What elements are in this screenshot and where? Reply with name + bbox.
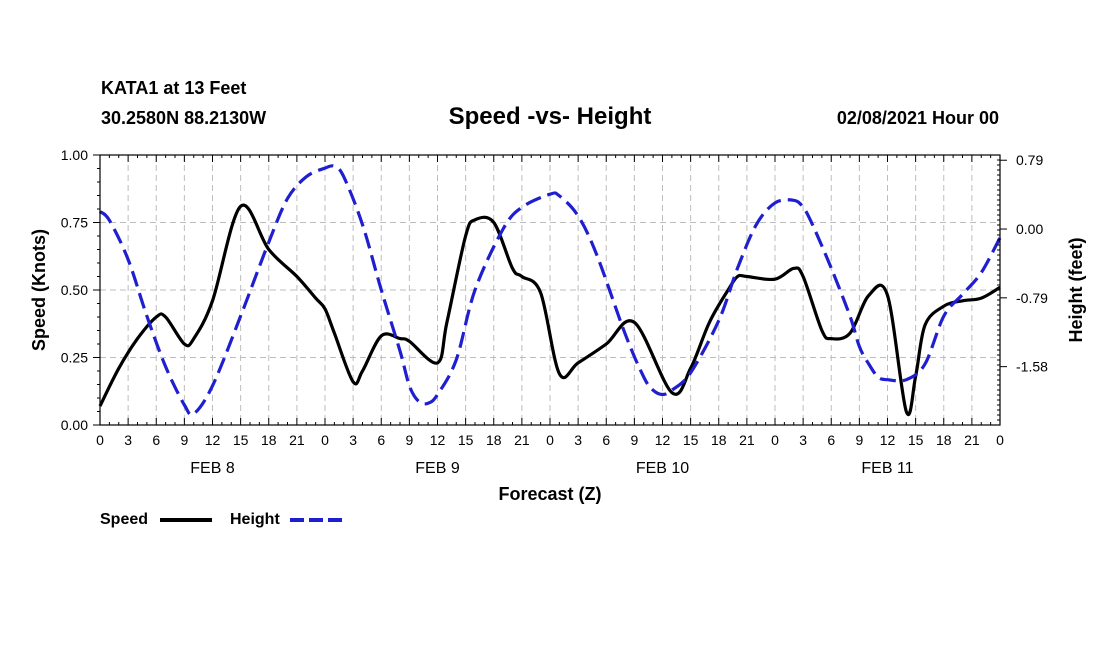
x-tick-label: 6 bbox=[152, 432, 160, 448]
y2-tick-label: -0.79 bbox=[1016, 290, 1048, 306]
x-tick-label: 12 bbox=[205, 432, 221, 448]
x-tick-label: 0 bbox=[321, 432, 329, 448]
series-layer bbox=[98, 164, 1002, 417]
x-tick-label: 12 bbox=[655, 432, 671, 448]
grid bbox=[100, 155, 1000, 425]
series-line-speed bbox=[98, 203, 1001, 417]
station-label: KATA1 at 13 Feet bbox=[101, 78, 246, 98]
y-tick-label: 0.25 bbox=[61, 350, 88, 366]
day-label: FEB 11 bbox=[861, 460, 913, 477]
y-tick-label: 0.50 bbox=[61, 282, 88, 298]
x-tick-label: 3 bbox=[574, 432, 582, 448]
x-tick-label: 9 bbox=[855, 432, 863, 448]
datetime-label: 02/08/2021 Hour 00 bbox=[837, 108, 999, 128]
x-tick-label: 9 bbox=[405, 432, 413, 448]
x-tick-label: 18 bbox=[261, 432, 277, 448]
tick-layer: 0 3 6 9 12 15 18 21 0 3 6 9 12 15 18 21 0 3 6 9 12 15 18 21 0 3 6 9… bbox=[61, 147, 1048, 477]
x-tick-label: 12 bbox=[430, 432, 446, 448]
x-tick-label: 21 bbox=[964, 432, 980, 448]
x-tick-label: 0 bbox=[996, 432, 1004, 448]
x-tick-label: 6 bbox=[602, 432, 610, 448]
day-label: FEB 8 bbox=[190, 460, 235, 477]
y2-axis-label: Height (feet) bbox=[1066, 238, 1086, 343]
legend-height-label: Height bbox=[230, 511, 280, 528]
x-tick-label: 12 bbox=[880, 432, 896, 448]
x-tick-label: 15 bbox=[233, 432, 249, 448]
x-tick-label: 18 bbox=[936, 432, 952, 448]
x-tick-label: 15 bbox=[908, 432, 924, 448]
x-tick-label: 3 bbox=[799, 432, 807, 448]
x-tick-label: 6 bbox=[827, 432, 835, 448]
y2-tick-label: -1.58 bbox=[1016, 359, 1048, 375]
x-tick-label: 0 bbox=[546, 432, 554, 448]
y-axis-label: Speed (Knots) bbox=[29, 229, 49, 351]
x-tick-label: 21 bbox=[289, 432, 305, 448]
y-tick-label: 1.00 bbox=[61, 147, 88, 163]
x-tick-label: 3 bbox=[349, 432, 357, 448]
y2-tick-label: 0.00 bbox=[1016, 221, 1043, 237]
x-axis-label: Forecast (Z) bbox=[498, 484, 601, 504]
chart-title: Speed -vs- Height bbox=[449, 103, 652, 130]
x-tick-label: 9 bbox=[180, 432, 188, 448]
x-tick-label: 0 bbox=[96, 432, 104, 448]
x-tick-label: 15 bbox=[458, 432, 474, 448]
legend-speed-label: Speed bbox=[100, 511, 148, 528]
coords-label: 30.2580N 88.2130W bbox=[101, 108, 266, 128]
x-tick-label: 9 bbox=[630, 432, 638, 448]
x-tick-label: 18 bbox=[486, 432, 502, 448]
x-tick-label: 15 bbox=[683, 432, 699, 448]
x-tick-label: 18 bbox=[711, 432, 727, 448]
series-line-height bbox=[98, 164, 1002, 417]
day-label: FEB 9 bbox=[415, 460, 460, 477]
x-tick-label: 21 bbox=[514, 432, 530, 448]
x-tick-label: 0 bbox=[771, 432, 779, 448]
day-label: FEB 10 bbox=[636, 460, 689, 477]
y-tick-label: 0.75 bbox=[61, 215, 88, 231]
legend: Speed Height bbox=[100, 511, 342, 528]
x-tick-label: 3 bbox=[124, 432, 132, 448]
x-tick-label: 6 bbox=[377, 432, 385, 448]
x-tick-label: 21 bbox=[739, 432, 755, 448]
y2-tick-label: 0.79 bbox=[1016, 152, 1043, 168]
y-tick-label: 0.00 bbox=[61, 417, 88, 433]
